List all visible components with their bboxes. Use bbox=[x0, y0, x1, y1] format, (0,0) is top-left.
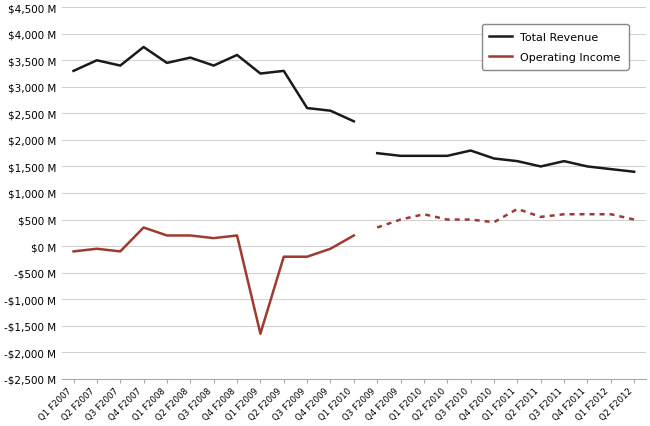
Total Revenue bbox=[303, 106, 311, 111]
Operating Income bbox=[210, 236, 218, 241]
Operating Income bbox=[116, 249, 124, 254]
Operating Income bbox=[326, 247, 334, 252]
Total Revenue bbox=[140, 45, 148, 50]
Operating Income bbox=[187, 233, 194, 239]
Operating Income bbox=[70, 249, 77, 254]
Operating Income bbox=[140, 225, 148, 230]
Operating Income bbox=[163, 233, 171, 239]
Operating Income bbox=[257, 331, 265, 337]
Total Revenue bbox=[280, 69, 288, 74]
Total Revenue bbox=[350, 119, 358, 124]
Total Revenue bbox=[233, 53, 241, 58]
Operating Income bbox=[303, 255, 311, 260]
Operating Income bbox=[93, 247, 101, 252]
Operating Income bbox=[233, 233, 241, 239]
Total Revenue bbox=[70, 69, 77, 74]
Operating Income bbox=[280, 255, 288, 260]
Line: Operating Income: Operating Income bbox=[73, 228, 354, 334]
Total Revenue bbox=[93, 58, 101, 63]
Total Revenue bbox=[257, 72, 265, 77]
Total Revenue bbox=[210, 64, 218, 69]
Total Revenue bbox=[116, 64, 124, 69]
Total Revenue bbox=[187, 56, 194, 61]
Total Revenue bbox=[163, 61, 171, 66]
Operating Income bbox=[350, 233, 358, 239]
Legend: Total Revenue, Operating Income: Total Revenue, Operating Income bbox=[482, 25, 629, 70]
Total Revenue bbox=[326, 109, 334, 114]
Line: Total Revenue: Total Revenue bbox=[73, 48, 354, 122]
